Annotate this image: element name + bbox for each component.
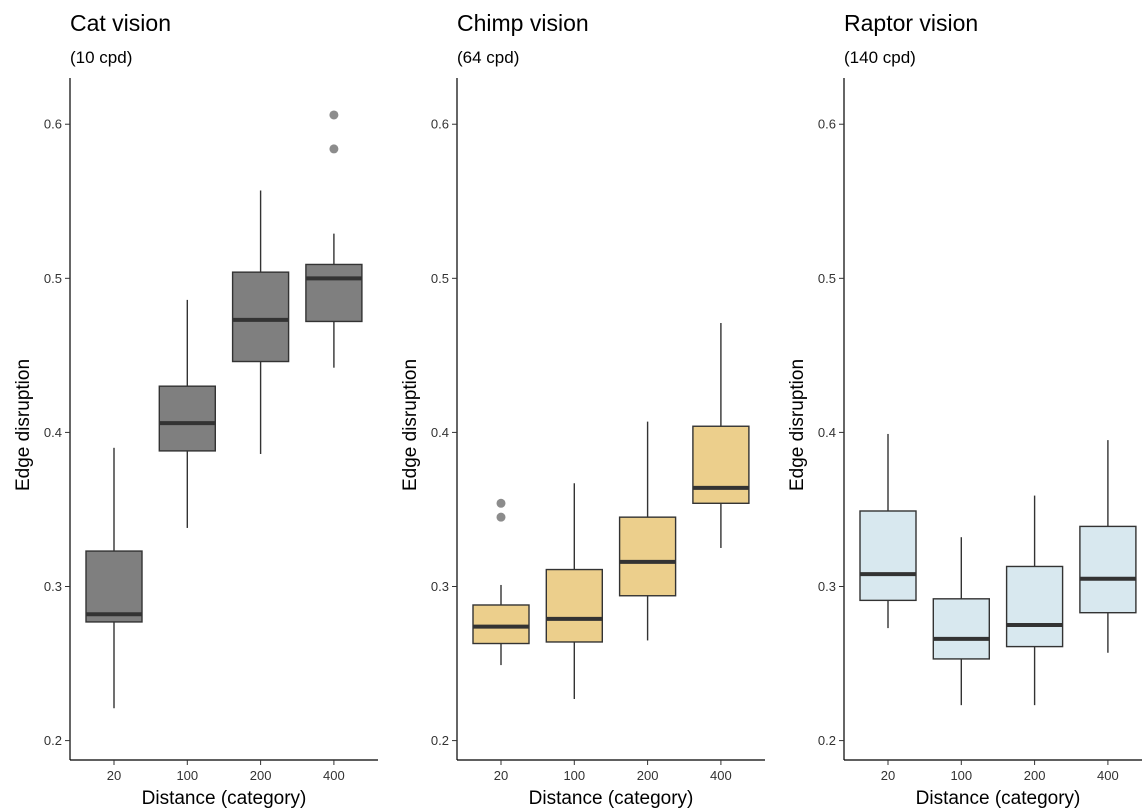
box-plot-200: [618, 421, 677, 641]
x-tick-label: 400: [323, 768, 345, 783]
y-tick-label: 0.2: [818, 733, 836, 748]
box-plot-100: [932, 537, 990, 706]
box-plot-200: [1005, 495, 1064, 706]
x-tick-label: 20: [107, 768, 121, 783]
box-iqr: [545, 568, 603, 643]
box-iqr: [1005, 565, 1064, 648]
outlier-point: [496, 512, 506, 522]
y-tick-label: 0.5: [431, 271, 449, 286]
box-plot-20: [85, 447, 143, 709]
y-tick-label: 0.4: [44, 425, 62, 440]
x-tick-label: 400: [1097, 768, 1119, 783]
y-axis-title: Edge disruption: [787, 359, 808, 491]
y-tick-label: 0.4: [818, 425, 836, 440]
x-tick-label: 20: [494, 768, 508, 783]
x-tick-label: 200: [637, 768, 659, 783]
x-tick-label: 100: [563, 768, 585, 783]
panel-subtitle: (140 cpd): [844, 48, 916, 67]
y-axis-title: Edge disruption: [400, 359, 421, 491]
box-plot-400: [305, 110, 363, 368]
y-axis-title: Edge disruption: [13, 359, 34, 491]
box-iqr: [692, 425, 750, 504]
box-plot-100: [545, 483, 603, 699]
box-plot-400: [692, 323, 750, 548]
x-axis-title: Distance (category): [529, 788, 694, 809]
box-iqr: [618, 516, 677, 597]
panel-subtitle: (64 cpd): [457, 48, 519, 67]
box-iqr: [158, 385, 217, 452]
x-tick-label: 20: [881, 768, 895, 783]
box-iqr: [305, 263, 363, 323]
box-plot-100: [158, 299, 217, 528]
outlier-point: [329, 110, 339, 120]
box-iqr: [85, 550, 143, 623]
box-plot-20: [859, 433, 917, 629]
outlier-point: [329, 144, 339, 154]
x-tick-label: 100: [950, 768, 972, 783]
panel-chimp-vision: Chimp vision (64 cpd) Distance (category…: [400, 10, 765, 809]
y-tick-label: 0.5: [44, 271, 62, 286]
x-tick-label: 100: [176, 768, 198, 783]
y-tick-label: 0.4: [431, 425, 449, 440]
y-tick-label: 0.6: [44, 117, 62, 132]
box-iqr: [859, 510, 917, 602]
y-tick-label: 0.3: [431, 579, 449, 594]
panel-title: Chimp vision: [457, 10, 589, 36]
x-axis-title: Distance (category): [142, 788, 307, 809]
outlier-point: [496, 498, 506, 508]
y-tick-label: 0.2: [44, 733, 62, 748]
x-axis-title: Distance (category): [916, 788, 1081, 809]
box-plot-20: [472, 498, 530, 666]
box-iqr: [231, 271, 290, 363]
panel-title: Cat vision: [70, 10, 171, 36]
panel-raptor-vision: Raptor vision (140 cpd) Distance (catego…: [787, 10, 1142, 809]
panel-cat-vision: Cat vision (10 cpd) Distance (category) …: [13, 10, 378, 809]
x-tick-label: 400: [710, 768, 732, 783]
panel-title: Raptor vision: [844, 10, 978, 36]
y-tick-label: 0.6: [818, 117, 836, 132]
y-tick-label: 0.5: [818, 271, 836, 286]
x-tick-label: 200: [1024, 768, 1046, 783]
x-tick-label: 200: [250, 768, 272, 783]
box-plot-200: [231, 190, 290, 454]
box-iqr: [932, 598, 990, 660]
box-iqr: [1079, 525, 1137, 614]
panel-subtitle: (10 cpd): [70, 48, 132, 67]
box-plot-400: [1079, 440, 1137, 653]
y-tick-label: 0.3: [818, 579, 836, 594]
y-tick-label: 0.2: [431, 733, 449, 748]
y-tick-label: 0.3: [44, 579, 62, 594]
box-iqr: [472, 604, 530, 645]
y-tick-label: 0.6: [431, 117, 449, 132]
